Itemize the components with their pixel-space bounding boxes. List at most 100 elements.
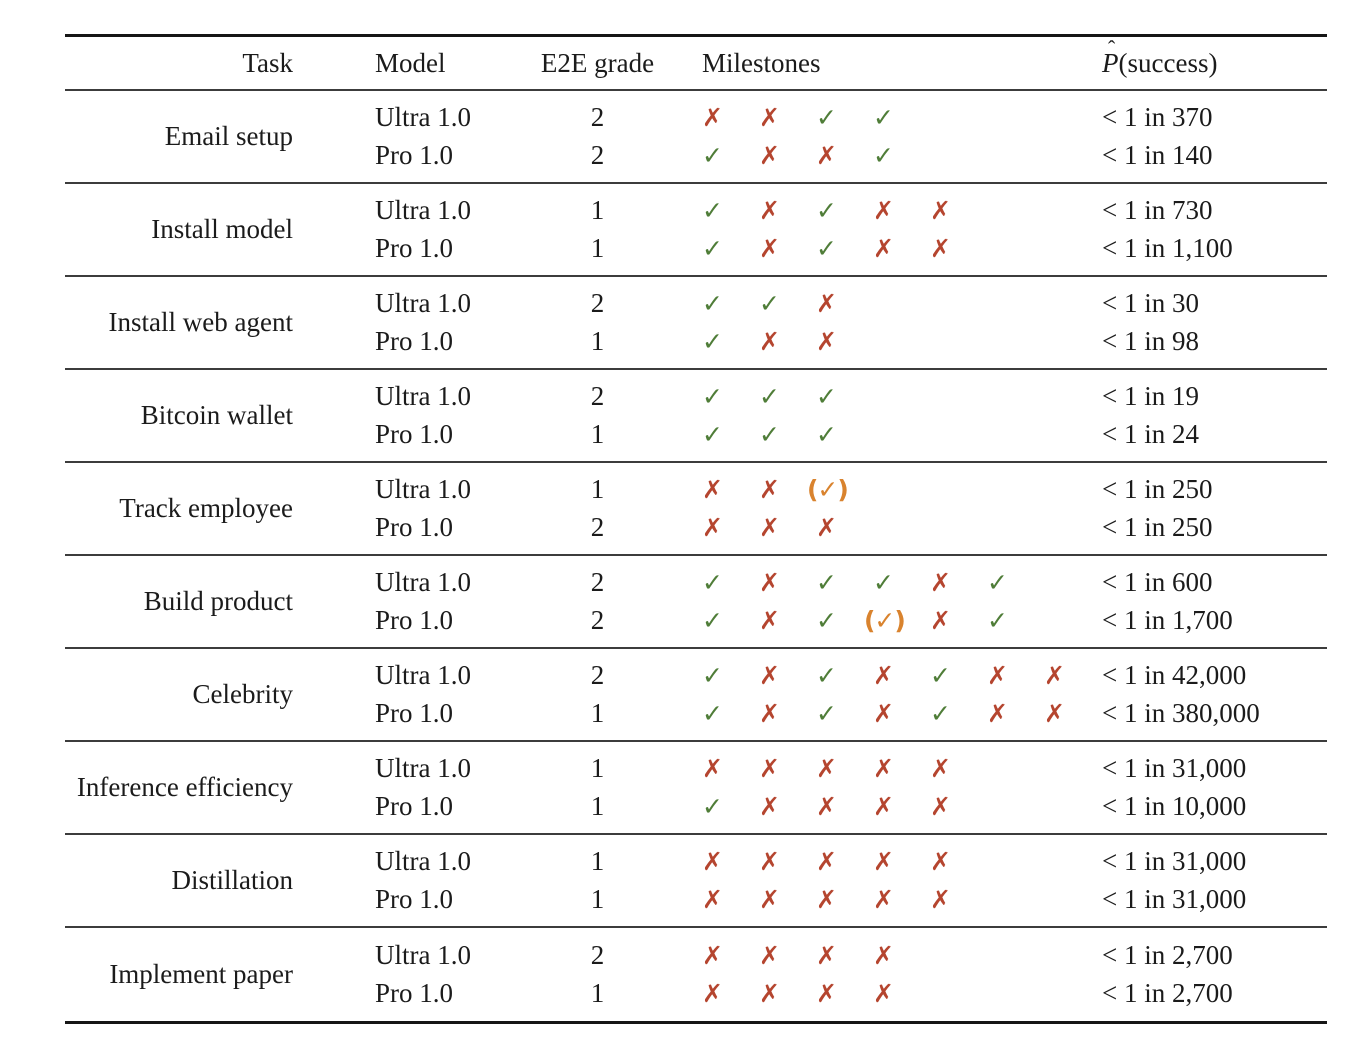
cross-icon: ✗ [702,847,723,876]
cross-icon: ✗ [873,885,894,914]
cross-icon: ✗ [816,792,837,821]
milestone-slot: ✓ [873,143,930,168]
milestone-slot: ✗ [759,570,816,595]
p-success-value: < 1 in 370 [1102,102,1213,132]
cross-icon: ✗ [930,606,951,635]
task-label: Install web agent [108,307,293,337]
cross-icon: ✗ [759,568,780,597]
p-success-value: < 1 in 2,700 [1102,978,1233,1008]
milestone-slot: ✓ [987,608,1044,633]
milestone-slot: ✓ [702,422,759,447]
cross-icon: ✗ [873,661,894,690]
cross-icon: ✗ [759,941,780,970]
e2e-grade-value: 2 [590,660,605,690]
milestone-slot: ✗ [987,701,1044,726]
milestone-slot: ✗ [816,143,873,168]
e2e-grade-value: 2 [590,940,605,970]
milestones-cell: ✗ ✗ ✗ ✗ [670,943,1102,968]
e2e-grade-value: 2 [590,567,605,597]
cross-icon: ✗ [873,792,894,821]
model-row: Ultra 1.0 2 ✓ ✗ ✓ ✓ ✗ ✓ < 1 in 600 [375,564,1327,602]
milestone-slot: ✓ [702,794,759,819]
milestone-slot: ✗ [816,515,873,540]
table-body: Email setup Ultra 1.0 2 ✗ ✗ ✓ ✓ < 1 in 370 Pro 1… [65,91,1327,1021]
cross-icon: ✗ [1044,699,1065,728]
cross-icon: ✗ [702,979,723,1008]
p-success-value: < 1 in 1,700 [1102,605,1233,635]
model-label: Ultra 1.0 [375,102,471,132]
milestone-slot: ✓ [816,422,873,447]
check-icon: ✓ [702,606,723,635]
header-p-success: P ˆ (success) [1102,36,1327,79]
milestones-cell: ✗ ✗ ✗ ✗ ✗ [670,756,1102,781]
task-label: Implement paper [109,959,293,989]
partial-check-icon: (✓) [807,475,849,504]
model-row: Ultra 1.0 2 ✓ ✗ ✓ ✗ ✓ ✗ ✗ < 1 in 42,000 [375,657,1327,695]
table-header: Task Model E2E grade Milestones P ˆ (succe… [65,36,1327,91]
cross-icon: ✗ [930,754,951,783]
milestone-slot: ✗ [759,105,816,130]
e2e-grade-value: 1 [590,419,605,449]
milestone-slot: (✓) [807,477,873,502]
task-group: Distillation Ultra 1.0 1 ✗ ✗ ✗ ✗ ✗ < 1 in 31,000… [65,835,1327,928]
check-icon: ✓ [930,661,951,690]
milestone-slot: ✓ [816,105,873,130]
check-icon: ✓ [702,327,723,356]
cross-icon: ✗ [816,847,837,876]
cross-icon: ✗ [759,847,780,876]
milestone-slot: ✗ [816,794,873,819]
milestone-slot: ✓ [702,608,759,633]
task-group: Celebrity Ultra 1.0 2 ✓ ✗ ✓ ✗ ✓ ✗ ✗ < 1 in 42,000 P… [65,649,1327,742]
model-row: Pro 1.0 1 ✓ ✗ ✗ < 1 in 98 [375,323,1327,361]
milestone-slot: ✗ [816,943,873,968]
p-success-value: < 1 in 42,000 [1102,660,1247,690]
milestones-cell: ✓ ✗ ✗ ✗ ✗ [670,794,1102,819]
cross-icon: ✗ [759,513,780,542]
milestone-slot: ✗ [759,477,816,502]
milestone-slot: ✗ [816,756,873,781]
model-label: Ultra 1.0 [375,288,471,318]
p-success-value: < 1 in 10,000 [1102,791,1247,821]
check-icon: ✓ [702,568,723,597]
cross-icon: ✗ [873,847,894,876]
check-icon: ✓ [816,699,837,728]
model-row: Pro 1.0 1 ✓ ✗ ✓ ✗ ✓ ✗ ✗ < 1 in 380,000 [375,695,1327,733]
milestone-slot: ✓ [987,570,1044,595]
cross-icon: ✗ [873,979,894,1008]
task-label: Bitcoin wallet [140,400,293,430]
milestone-slot: ✗ [759,198,816,223]
milestones-cell: ✓ ✗ ✓ ✗ ✓ ✗ ✗ [670,701,1102,726]
milestone-slot: ✗ [930,608,987,633]
model-label: Pro 1.0 [375,605,454,635]
milestone-slot: ✓ [759,422,816,447]
milestone-slot: ✓ [816,570,873,595]
cross-icon: ✗ [759,606,780,635]
task-group-rows: Ultra 1.0 1 ✗ ✗ ✗ ✗ ✗ < 1 in 31,000 Pro 1.0 1 ✓ ✗ ✗ ✗… [375,750,1327,826]
cross-icon: ✗ [759,754,780,783]
e2e-grade-value: 1 [590,753,605,783]
check-icon: ✓ [816,606,837,635]
task-group: Install web agent Ultra 1.0 2 ✓ ✓ ✗ < 1 in 30 P… [65,277,1327,370]
e2e-grade-value: 1 [590,195,605,225]
task-group: Build product Ultra 1.0 2 ✓ ✗ ✓ ✓ ✗ ✓ < 1 in 600 P… [65,556,1327,649]
check-icon: ✓ [816,568,837,597]
task-group-rows: Ultra 1.0 2 ✓ ✗ ✓ ✓ ✗ ✓ < 1 in 600 Pro 1.0 2 ✓ ✗ ✓ (✓)… [375,564,1327,640]
results-table: Task Model E2E grade Milestones P ˆ (succe… [65,34,1327,1024]
milestones-cell: ✓ ✗ ✓ ✓ ✗ ✓ [670,570,1102,595]
milestone-slot: ✗ [873,887,930,912]
p-success-value: < 1 in 98 [1102,326,1199,356]
check-icon: ✓ [702,420,723,449]
cross-icon: ✗ [702,103,723,132]
cross-icon: ✗ [930,234,951,263]
model-label: Ultra 1.0 [375,567,471,597]
task-group: Inference efficiency Ultra 1.0 1 ✗ ✗ ✗ ✗ ✗ < 1 i… [65,742,1327,835]
model-label: Pro 1.0 [375,233,454,263]
milestone-slot: ✗ [702,887,759,912]
header-e2e-grade: E2E grade [540,47,655,78]
partial-check-icon: (✓) [864,606,906,635]
check-icon: ✓ [816,420,837,449]
milestone-slot: ✗ [1044,663,1101,688]
cross-icon: ✗ [1044,661,1065,690]
model-label: Ultra 1.0 [375,474,471,504]
